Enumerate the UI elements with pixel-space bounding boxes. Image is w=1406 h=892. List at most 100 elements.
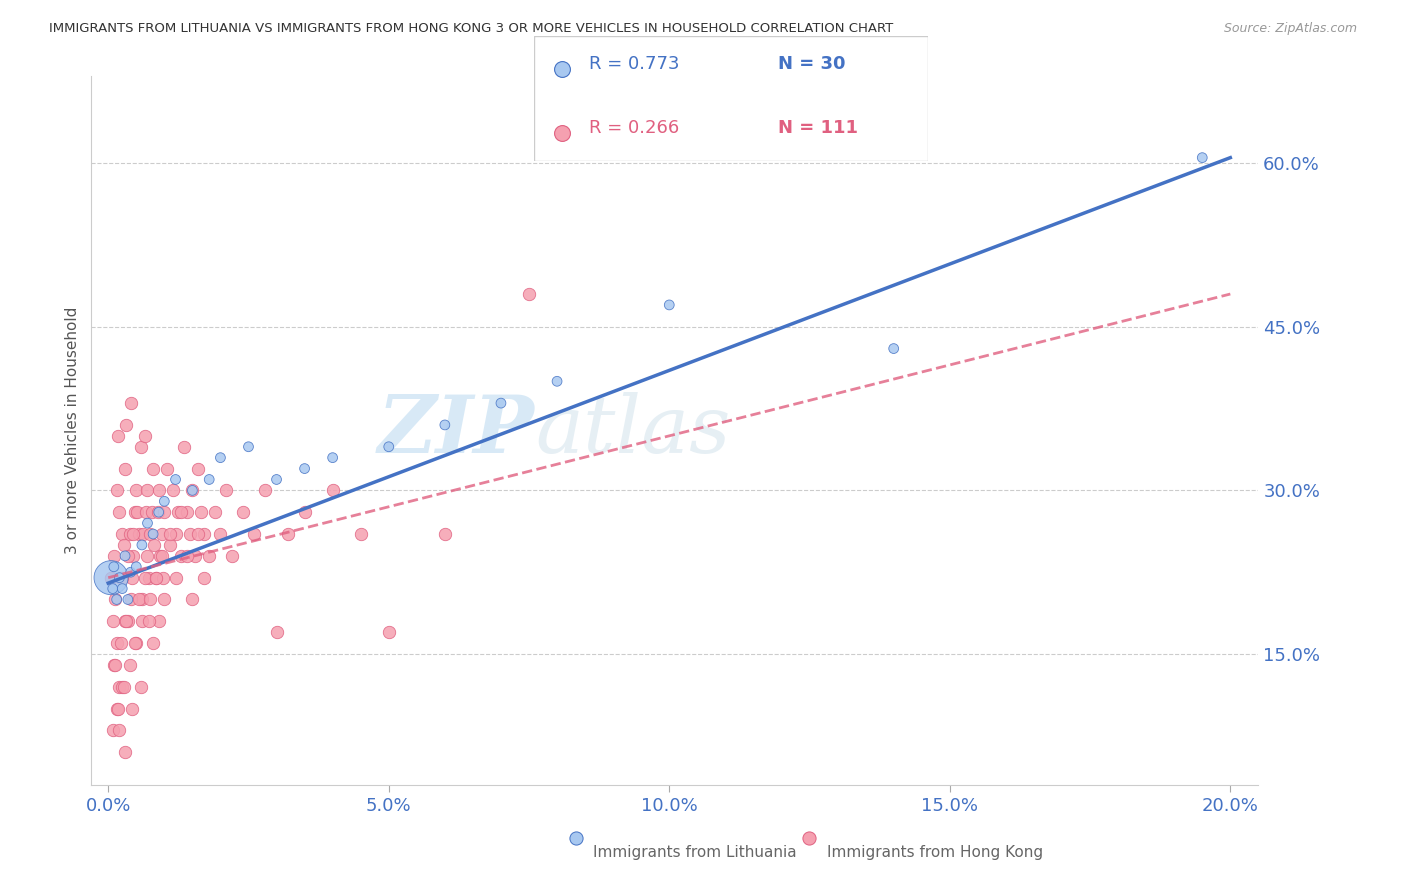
Point <box>141 505 163 519</box>
Point <box>139 527 162 541</box>
Text: R = 0.773: R = 0.773 <box>589 55 681 73</box>
Text: R = 0.266: R = 0.266 <box>589 119 679 136</box>
Point <box>101 723 124 738</box>
Point <box>551 126 574 140</box>
Point <box>131 592 153 607</box>
Point <box>118 657 141 672</box>
Point <box>322 483 344 498</box>
Point <box>148 505 170 519</box>
Point <box>138 571 160 585</box>
Point <box>121 701 143 715</box>
Point <box>104 657 127 672</box>
Point <box>108 505 131 519</box>
Point <box>243 527 266 541</box>
Point <box>181 483 204 498</box>
Point <box>107 429 129 443</box>
Point <box>117 592 139 607</box>
Point <box>105 701 128 715</box>
Point <box>105 592 128 607</box>
Point <box>322 450 344 465</box>
Point <box>153 494 176 508</box>
Point <box>103 657 125 672</box>
Point <box>142 461 165 475</box>
Text: N = 30: N = 30 <box>779 55 846 73</box>
Point <box>128 592 150 607</box>
Point <box>135 505 157 519</box>
Point <box>377 440 399 454</box>
Point <box>159 538 181 552</box>
Point <box>489 396 512 410</box>
Point <box>125 636 148 650</box>
Point <box>107 701 129 715</box>
Point <box>136 516 159 530</box>
Text: IMMIGRANTS FROM LITHUANIA VS IMMIGRANTS FROM HONG KONG 3 OR MORE VEHICLES IN HOU: IMMIGRANTS FROM LITHUANIA VS IMMIGRANTS … <box>49 22 893 36</box>
Point <box>111 571 134 585</box>
Point <box>100 571 122 585</box>
Point <box>377 625 399 640</box>
Point <box>143 538 166 552</box>
Point <box>165 527 187 541</box>
Point <box>114 549 136 563</box>
Point <box>127 505 149 519</box>
Point <box>167 505 190 519</box>
Point <box>103 559 125 574</box>
Point <box>433 417 456 432</box>
Point <box>105 636 128 650</box>
Point <box>1191 151 1213 165</box>
Point <box>187 461 209 475</box>
Point <box>134 429 156 443</box>
Point <box>165 571 187 585</box>
Point <box>190 505 212 519</box>
Point <box>221 549 243 563</box>
Point <box>114 615 136 629</box>
Point <box>165 473 187 487</box>
Point <box>101 615 124 629</box>
Point <box>131 538 153 552</box>
Point <box>551 62 574 77</box>
Point <box>131 615 153 629</box>
Point <box>176 549 198 563</box>
Point <box>159 527 181 541</box>
Point <box>198 549 221 563</box>
Point <box>209 450 232 465</box>
Point <box>136 549 159 563</box>
Y-axis label: 3 or more Vehicles in Household: 3 or more Vehicles in Household <box>65 307 80 554</box>
Point <box>112 538 135 552</box>
Point <box>204 505 226 519</box>
Point <box>105 483 128 498</box>
Point <box>162 483 184 498</box>
Point <box>153 592 176 607</box>
Text: ZIP: ZIP <box>378 392 534 469</box>
Point <box>138 615 160 629</box>
Point <box>122 527 145 541</box>
Point <box>145 571 167 585</box>
Point <box>132 527 155 541</box>
Point <box>125 483 148 498</box>
Text: Immigrants from Hong Kong: Immigrants from Hong Kong <box>827 846 1043 860</box>
Point <box>170 549 193 563</box>
Point <box>111 527 134 541</box>
Point <box>152 571 174 585</box>
Point <box>142 636 165 650</box>
Point <box>254 483 277 498</box>
Point <box>118 527 141 541</box>
Point <box>209 527 232 541</box>
Point <box>101 582 124 596</box>
Point <box>193 527 215 541</box>
Point <box>294 505 316 519</box>
Point <box>124 505 146 519</box>
Point <box>148 615 170 629</box>
Point <box>129 680 152 694</box>
Point <box>350 527 373 541</box>
Point <box>150 527 173 541</box>
Point <box>181 592 204 607</box>
Point <box>156 461 179 475</box>
Point <box>173 440 195 454</box>
Point <box>184 549 207 563</box>
Point <box>122 549 145 563</box>
Point <box>187 527 209 541</box>
Point <box>294 461 316 475</box>
Text: Source: ZipAtlas.com: Source: ZipAtlas.com <box>1223 22 1357 36</box>
Point <box>114 461 136 475</box>
Point <box>114 745 136 759</box>
